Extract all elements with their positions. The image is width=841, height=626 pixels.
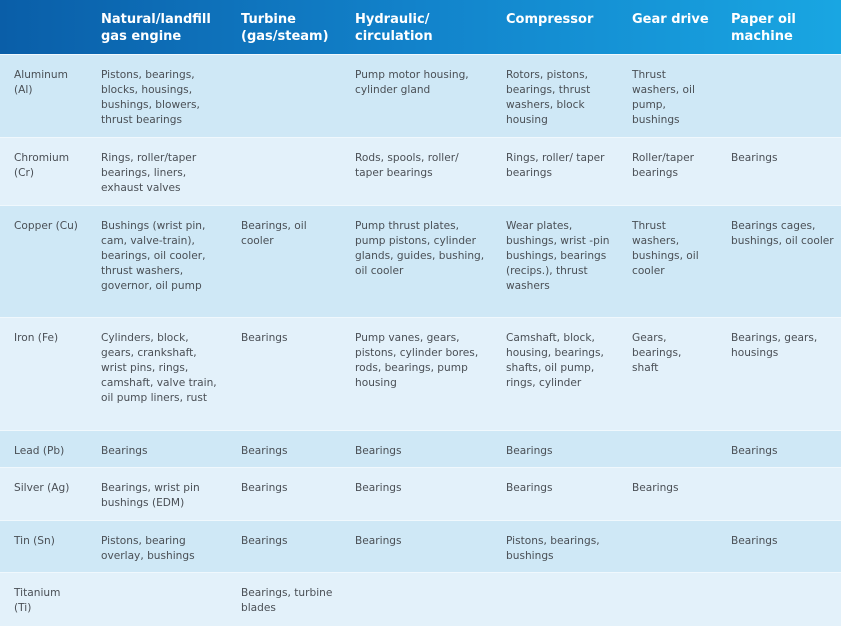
table-row: Copper (Cu) Bushings (wrist pin, cam, val… — [0, 204, 841, 317]
table-row: Tin (Sn) Pistons, bearing overlay, bushin… — [0, 519, 841, 572]
table-cell: Pistons, bearing overlay, bushings — [87, 519, 227, 572]
header-gear-drive: Gear drive — [632, 12, 709, 27]
metal-label: Copper (Cu) — [0, 204, 87, 317]
table-cell: Bearings — [618, 466, 717, 520]
table-cell — [341, 571, 492, 626]
table-cell: Bearings, wrist pin bushings (EDM) — [87, 466, 227, 520]
table-cell: Pump vanes, gears, pistons, cylinder bor… — [341, 316, 492, 430]
metal-label: Tin (Sn) — [0, 519, 87, 572]
table-cell: Bearings — [227, 519, 341, 572]
table-cell: Bearings — [341, 519, 492, 572]
table-cell: Bearings — [341, 466, 492, 520]
table-cell — [717, 53, 841, 137]
metal-label: Lead (Pb) — [0, 429, 87, 467]
table-cell: Bearings — [341, 429, 492, 467]
table-cell: Bearings — [492, 466, 618, 520]
table-cell: Camshaft, block, housing, bearings, shaf… — [492, 316, 618, 430]
metal-label: Silver (Ag) — [0, 466, 87, 520]
table-cell: Bearings — [717, 136, 841, 205]
table-cell — [618, 519, 717, 572]
table-cell — [227, 53, 341, 137]
table-cell: Rings, roller/ taper bearings — [492, 136, 618, 205]
table-cell: Pistons, bearings, bushings — [492, 519, 618, 572]
table-body: Aluminum (Al) Pistons, bearings, blocks, … — [0, 53, 841, 626]
header-paper-machine: Paper oil machine — [731, 12, 796, 44]
metal-label: Titanium (Ti) — [0, 571, 87, 626]
table-cell — [87, 571, 227, 626]
header-metal — [0, 0, 87, 54]
table-row: Chromium (Cr) Rings, roller/taper bearing… — [0, 136, 841, 205]
header-row: Natural/landfill gas engine Turbine (gas… — [0, 0, 841, 54]
metal-label: Chromium (Cr) — [0, 136, 87, 205]
table-cell — [492, 571, 618, 626]
table-cell: Bearings, oil cooler — [227, 204, 341, 317]
table-cell: Cylinders, block, gears, crankshaft, wri… — [87, 316, 227, 430]
table-cell: Bearings — [227, 316, 341, 430]
table-cell — [227, 136, 341, 205]
table-cell: Bearings — [492, 429, 618, 467]
table-cell — [717, 571, 841, 626]
table-cell: Bearings — [717, 429, 841, 467]
table-cell: Pump thrust plates, pump pistons, cylind… — [341, 204, 492, 317]
table-cell: Bearings — [227, 466, 341, 520]
table-cell: Pump motor housing, cylinder gland — [341, 53, 492, 137]
table-cell: Gears, bearings, shaft — [618, 316, 717, 430]
table-cell: Wear plates, bushings, wrist -pin bushin… — [492, 204, 618, 317]
header-hydraulic: Hydraulic/ circulation — [355, 12, 433, 44]
table-cell: Bearings cages, bushings, oil cooler — [717, 204, 841, 317]
table-cell: Bushings (wrist pin, cam, valve-train), … — [87, 204, 227, 317]
table-row: Lead (Pb) Bearings Bearings Bearings Bearing… — [0, 429, 841, 467]
table-row: Titanium (Ti) Bearings, turbine blades — [0, 571, 841, 626]
table-cell — [618, 571, 717, 626]
table-cell: Bearings, gears, housings — [717, 316, 841, 430]
metal-label: Aluminum (Al) — [0, 53, 87, 137]
table-row: Aluminum (Al) Pistons, bearings, blocks, … — [0, 53, 841, 137]
table-cell: Pistons, bearings, blocks, housings, bus… — [87, 53, 227, 137]
header-compressor: Compressor — [506, 12, 594, 27]
table-cell: Rotors, pistons, bearings, thrust washer… — [492, 53, 618, 137]
table-cell — [717, 466, 841, 520]
header-gas-engine: Natural/landfill gas engine — [101, 12, 211, 44]
table-cell: Thrust washers, bushings, oil cooler — [618, 204, 717, 317]
table-cell: Rods, spools, roller/ taper bearings — [341, 136, 492, 205]
table-cell: Bearings, turbine blades — [227, 571, 341, 626]
metal-label: Iron (Fe) — [0, 316, 87, 430]
table-cell: Roller/taper bearings — [618, 136, 717, 205]
table-cell: Bearings — [227, 429, 341, 467]
table-cell: Bearings — [717, 519, 841, 572]
header-turbine: Turbine (gas/steam) — [241, 12, 329, 44]
table-cell: Rings, roller/taper bearings, liners, ex… — [87, 136, 227, 205]
table-row: Silver (Ag) Bearings, wrist pin bushings … — [0, 466, 841, 520]
table-header: Natural/landfill gas engine Turbine (gas… — [0, 0, 841, 54]
table-cell — [618, 429, 717, 467]
table-cell: Thrust washers, oil pump, bushings — [618, 53, 717, 137]
table-cell: Bearings — [87, 429, 227, 467]
table-row: Iron (Fe) Cylinders, block, gears, cranks… — [0, 316, 841, 430]
